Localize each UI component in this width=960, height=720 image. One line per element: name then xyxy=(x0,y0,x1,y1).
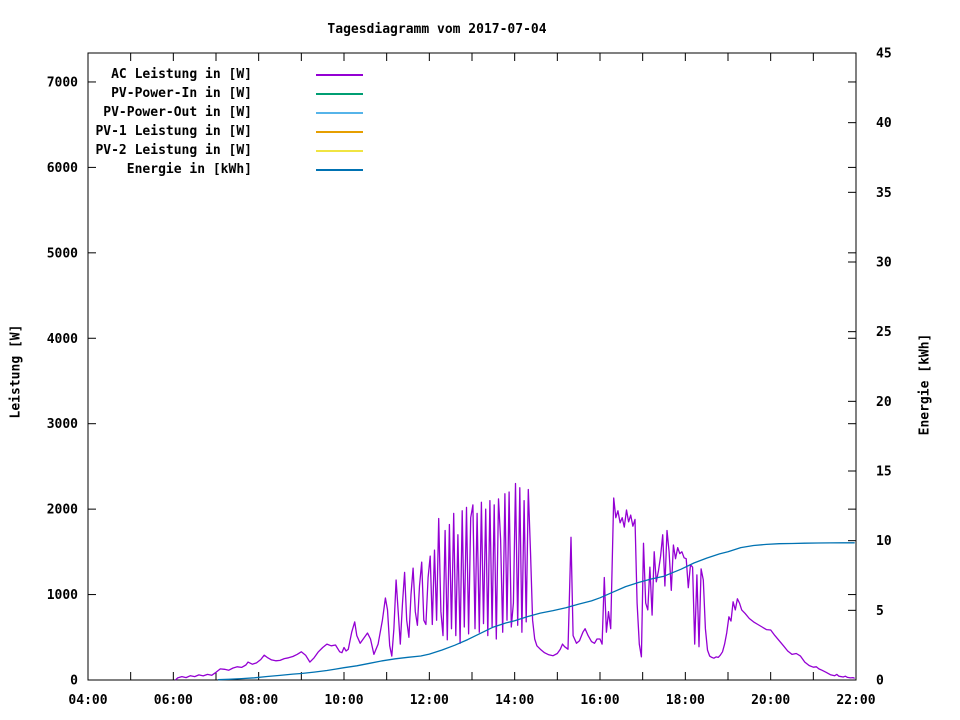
chart-title: Tagesdiagramm vom 2017-07-04 xyxy=(327,22,547,37)
y-axis-label-right: Energie [kWh] xyxy=(917,333,933,436)
y-right-tick-label: 25 xyxy=(876,325,892,340)
legend-label: PV-Power-In in [W] xyxy=(111,86,252,101)
y-axis-label-left: Leistung [W] xyxy=(8,324,24,419)
series-line-energie-in-kwh xyxy=(218,542,855,681)
legend-line-sample xyxy=(316,92,363,95)
legend-line-sample xyxy=(316,130,363,133)
y-left-tick-label: 5000 xyxy=(47,246,78,261)
legend: AC Leistung in [W] PV-Power-In in [W] PV-P… xyxy=(90,65,363,179)
y-right-tick-label: 45 xyxy=(876,47,892,62)
legend-label: PV-2 Leistung in [W] xyxy=(95,143,252,158)
legend-label: PV-1 Leistung in [W] xyxy=(95,124,252,139)
y-left-tick-label: 6000 xyxy=(47,161,78,176)
y-right-tick-label: 10 xyxy=(876,534,892,549)
legend-item-ac-leistung-in-w: AC Leistung in [W] xyxy=(90,65,363,84)
x-tick-label: 22:00 xyxy=(836,693,875,708)
x-tick-label: 12:00 xyxy=(410,693,449,708)
x-tick-label: 14:00 xyxy=(495,693,534,708)
x-tick-label: 08:00 xyxy=(239,693,278,708)
y-right-tick-label: 5 xyxy=(876,604,884,619)
x-tick-label: 04:00 xyxy=(68,693,107,708)
y-left-tick-label: 4000 xyxy=(47,332,78,347)
y-left-tick-label: 1000 xyxy=(47,588,78,603)
y-right-tick-label: 35 xyxy=(876,186,892,201)
x-tick-label: 18:00 xyxy=(666,693,705,708)
y-left-tick-label: 0 xyxy=(70,674,78,689)
legend-line-sample xyxy=(316,168,363,171)
x-tick-label: 20:00 xyxy=(751,693,790,708)
legend-label: AC Leistung in [W] xyxy=(111,67,252,82)
legend-label: PV-Power-Out in [W] xyxy=(103,105,252,120)
legend-item-pv-2-leistung-in-w: PV-2 Leistung in [W] xyxy=(90,141,363,160)
series-line-ac-leistung-in-w xyxy=(175,482,855,681)
legend-line-sample xyxy=(316,149,363,152)
legend-item-pv-power-out-in-w: PV-Power-Out in [W] xyxy=(90,103,363,122)
y-right-tick-label: 40 xyxy=(876,116,892,131)
y-right-tick-label: 30 xyxy=(876,256,892,271)
x-tick-label: 06:00 xyxy=(154,693,193,708)
legend-item-pv-1-leistung-in-w: PV-1 Leistung in [W] xyxy=(90,122,363,141)
y-right-tick-label: 0 xyxy=(876,674,884,689)
legend-line-sample xyxy=(316,73,363,76)
legend-item-energie-in-kwh: Energie in [kWh] xyxy=(90,160,363,179)
y-right-tick-label: 15 xyxy=(876,465,892,480)
legend-label: Energie in [kWh] xyxy=(126,162,252,177)
legend-line-sample xyxy=(316,111,363,114)
y-left-tick-label: 3000 xyxy=(47,417,78,432)
x-tick-label: 16:00 xyxy=(580,693,619,708)
legend-item-pv-power-in-in-w: PV-Power-In in [W] xyxy=(90,84,363,103)
y-left-tick-label: 2000 xyxy=(47,503,78,518)
y-left-tick-label: 7000 xyxy=(47,75,78,90)
x-tick-label: 10:00 xyxy=(324,693,363,708)
y-right-tick-label: 20 xyxy=(876,395,892,410)
